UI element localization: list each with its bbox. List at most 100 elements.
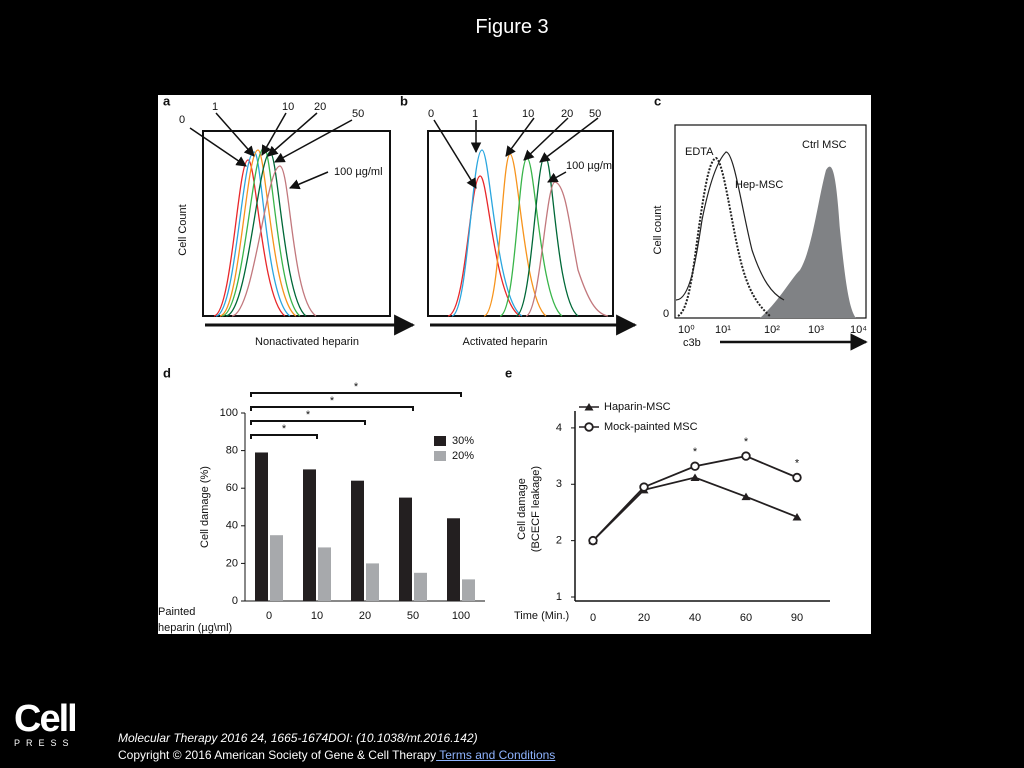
x-axis-label: c3b bbox=[683, 337, 701, 349]
panel-a: a 0 1 10 20 50 100 µg/ml Cell Count bbox=[163, 93, 416, 348]
point-label: * bbox=[744, 436, 749, 448]
significance: * bbox=[306, 409, 311, 421]
x-axis-label: Nonactivated heparin bbox=[255, 336, 359, 348]
bar bbox=[462, 579, 475, 601]
slide-title: Figure 3 bbox=[475, 16, 549, 38]
bar bbox=[351, 480, 364, 601]
annotation: 10 bbox=[282, 101, 294, 113]
x-tick-label: 0 bbox=[590, 612, 596, 624]
panel-label: c bbox=[654, 93, 661, 108]
y-tick-label: 0 bbox=[232, 595, 238, 607]
x-tick-label: 10⁴ bbox=[850, 324, 867, 336]
bar bbox=[414, 572, 427, 601]
arrows bbox=[433, 117, 599, 189]
annotation: 1 bbox=[212, 101, 218, 113]
y-tick-label: 1 bbox=[556, 591, 562, 603]
annotation: 1 bbox=[472, 108, 478, 120]
y-tick-label: 2 bbox=[556, 535, 562, 547]
annotation: 0 bbox=[179, 114, 185, 126]
x-axis-label: Activated heparin bbox=[463, 336, 548, 348]
point-label: * bbox=[693, 446, 698, 458]
x-tick-label: 90 bbox=[791, 612, 803, 624]
panel-b: b 0 1 10 20 50 100 µg/ml Activated bbox=[400, 93, 638, 348]
y-tick-label: 60 bbox=[226, 482, 238, 494]
bar bbox=[447, 518, 460, 601]
y-axis-label: Cell damage bbox=[516, 478, 528, 540]
marker bbox=[792, 512, 802, 521]
annotation: 100 µg/ml bbox=[566, 160, 615, 172]
marker bbox=[690, 461, 700, 471]
legend-label: 30% bbox=[452, 435, 474, 447]
panel-label: e bbox=[505, 365, 512, 380]
bar bbox=[399, 497, 412, 601]
y-axis-label: (BCECF leakage) bbox=[530, 466, 542, 552]
panel-label: d bbox=[163, 365, 171, 380]
histogram-hep bbox=[675, 151, 785, 301]
x-axis-label: Time (Min.) bbox=[514, 610, 569, 622]
y-tick-label: 3 bbox=[556, 478, 562, 490]
x-tick-label: 60 bbox=[740, 612, 752, 624]
marker bbox=[584, 403, 594, 411]
bar bbox=[318, 547, 331, 601]
citation: Molecular Therapy 2016 24, 1665-1674DOI:… bbox=[118, 731, 478, 745]
x-tick-label: 10³ bbox=[808, 324, 824, 336]
panel-c: c EDTA Hep-MSC Ctrl MSC Cell count 0 10⁰… bbox=[652, 93, 868, 351]
histograms bbox=[447, 149, 609, 317]
y-tick-label: 0 bbox=[663, 308, 669, 320]
point-label: * bbox=[795, 457, 800, 469]
x-tick-label: 20 bbox=[638, 612, 650, 624]
significance: * bbox=[282, 423, 287, 435]
bar bbox=[366, 563, 379, 601]
panel-label: a bbox=[163, 93, 171, 108]
marker bbox=[741, 492, 751, 501]
y-axis-label: Cell Count bbox=[177, 204, 189, 255]
bar bbox=[303, 469, 316, 601]
y-tick-label: 100 bbox=[220, 407, 238, 419]
x-tick-label: 100 bbox=[452, 610, 470, 622]
terms-link[interactable]: Terms and Conditions bbox=[436, 748, 556, 762]
frame bbox=[427, 130, 614, 317]
annotation: 50 bbox=[589, 108, 601, 120]
annotation: 20 bbox=[314, 101, 326, 113]
y-axis-label: Cell damage (%) bbox=[199, 466, 211, 548]
annotation: 0 bbox=[428, 108, 434, 120]
x-tick-label: 10 bbox=[311, 610, 323, 622]
panel-label: b bbox=[400, 93, 408, 108]
bar bbox=[270, 535, 283, 601]
marker bbox=[741, 451, 751, 461]
annotation: EDTA bbox=[685, 146, 714, 158]
legend-label: Mock-painted MSC bbox=[604, 421, 698, 433]
x-tick-label: 10⁰ bbox=[678, 324, 695, 336]
bracket bbox=[250, 420, 366, 425]
x-axis-label: heparin (µg\ml) bbox=[158, 622, 232, 634]
marker bbox=[639, 482, 649, 492]
copyright: Copyright © 2016 American Society of Gen… bbox=[118, 748, 437, 762]
logo-sub: PRESS bbox=[14, 738, 75, 748]
significance: * bbox=[354, 381, 359, 393]
bracket bbox=[250, 392, 462, 397]
x-tick-label: 0 bbox=[266, 610, 272, 622]
x-tick-label: 40 bbox=[689, 612, 701, 624]
annotation: 10 bbox=[522, 108, 534, 120]
x-tick-label: 50 bbox=[407, 610, 419, 622]
annotation: Hep-MSC bbox=[735, 179, 783, 191]
logo: Cell PRESS bbox=[14, 698, 78, 748]
marker bbox=[588, 535, 598, 546]
marker bbox=[584, 422, 594, 432]
x-tick-label: 10¹ bbox=[715, 324, 731, 336]
legend-label: 20% bbox=[452, 450, 474, 462]
logo-word: Cell bbox=[14, 698, 78, 740]
legend-swatch bbox=[434, 436, 446, 446]
y-axis-label: Cell count bbox=[652, 206, 664, 255]
marker bbox=[690, 473, 700, 482]
y-tick-label: 20 bbox=[226, 557, 238, 569]
legend-swatch bbox=[434, 451, 446, 461]
annotation: 20 bbox=[561, 108, 573, 120]
histogram-ctrl bbox=[760, 166, 856, 318]
annotation: 100 µg/ml bbox=[334, 166, 383, 178]
annotation: Ctrl MSC bbox=[802, 139, 847, 151]
arrows bbox=[189, 112, 353, 190]
bracket bbox=[250, 434, 318, 439]
